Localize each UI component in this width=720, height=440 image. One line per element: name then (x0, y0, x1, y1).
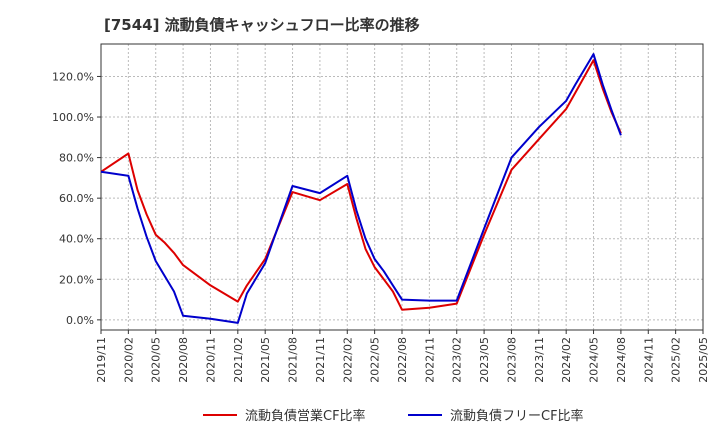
y-tick-label: 60.0% (59, 192, 94, 205)
x-tick-label: 2023/08 (505, 337, 518, 383)
x-tick-label: 2020/02 (122, 337, 135, 383)
x-tick-label: 2021/02 (232, 337, 245, 383)
x-tick-label: 2024/11 (642, 337, 655, 383)
y-tick-label: 20.0% (59, 273, 94, 286)
x-tick-label: 2020/11 (204, 337, 217, 383)
x-tick-label: 2020/05 (150, 337, 163, 383)
x-tick-label: 2024/02 (560, 337, 573, 383)
x-tick-label: 2023/05 (478, 337, 491, 383)
x-tick-label: 2022/11 (423, 337, 436, 383)
x-tick-label: 2021/08 (287, 337, 300, 383)
chart-title: [7544] 流動負債キャッシュフロー比率の推移 (104, 16, 420, 34)
x-tick-label: 2025/02 (670, 337, 683, 383)
x-tick-label: 2021/11 (314, 337, 327, 383)
y-tick-label: 80.0% (59, 152, 94, 165)
x-tick-label: 2022/08 (396, 337, 409, 383)
x-tick-label: 2022/05 (369, 337, 382, 383)
y-tick-label: 0.0% (66, 314, 94, 327)
y-tick-label: 100.0% (52, 111, 94, 124)
x-tick-label: 2023/02 (451, 337, 464, 383)
x-tick-label: 2019/11 (95, 337, 108, 383)
plot-area (101, 44, 703, 330)
x-tick-label: 2023/11 (533, 337, 546, 383)
x-tick-label: 2022/02 (341, 337, 354, 383)
series-line-2 (100, 53, 622, 324)
series-line-1 (100, 59, 622, 311)
y-tick-label: 120.0% (52, 70, 94, 83)
legend-label-1: 流動負債営業CF比率 (245, 408, 366, 424)
x-tick-label: 2025/05 (697, 337, 710, 383)
x-tick-label: 2021/05 (259, 337, 272, 383)
x-tick-label: 2020/08 (177, 337, 190, 383)
x-tick-label: 2024/08 (615, 337, 628, 383)
x-tick-label: 2024/05 (588, 337, 601, 383)
legend-label-2: 流動負債フリーCF比率 (450, 408, 584, 424)
y-tick-label: 40.0% (59, 233, 94, 246)
